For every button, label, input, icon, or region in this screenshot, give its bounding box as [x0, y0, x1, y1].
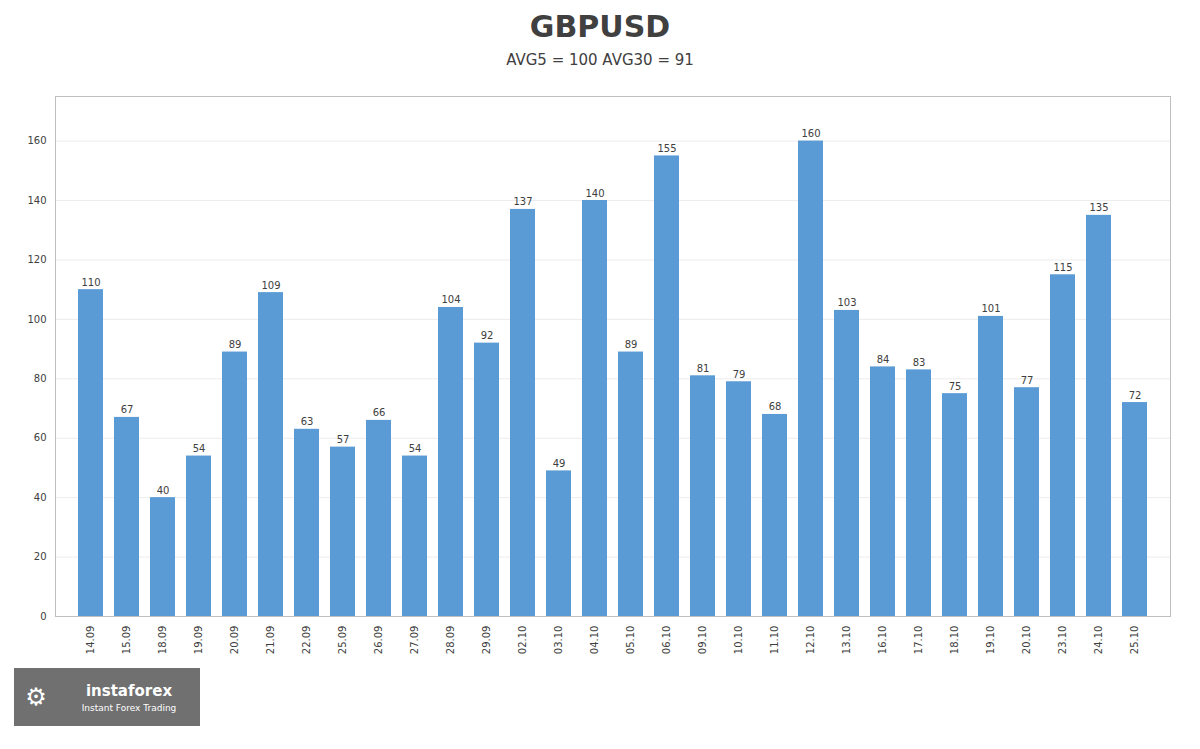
- html-text:Instant Forex Trading: Instant Forex Trading: [81, 702, 177, 713]
- svg-text:155: 155: [657, 143, 676, 154]
- svg-text:29.09: 29.09: [481, 626, 492, 655]
- svg-text:140: 140: [27, 195, 46, 206]
- html-text:AVG5 = 100 AVG30 = 91: AVG5 = 100 AVG30 = 91: [506, 51, 694, 69]
- svg-text:63: 63: [301, 416, 314, 427]
- svg-text:92: 92: [481, 330, 494, 341]
- svg-text:72: 72: [1129, 390, 1142, 401]
- svg-text:24.10: 24.10: [1093, 626, 1104, 655]
- svg-text:13.10: 13.10: [841, 626, 852, 655]
- svg-text:101: 101: [981, 303, 1000, 314]
- svg-text:79: 79: [733, 369, 746, 380]
- svg-text:110: 110: [81, 277, 100, 288]
- svg-text:25.09: 25.09: [337, 626, 348, 655]
- svg-text:81: 81: [697, 363, 710, 374]
- svg-text:140: 140: [585, 188, 604, 199]
- svg-text:19.10: 19.10: [985, 626, 996, 655]
- svg-text:160: 160: [801, 128, 820, 139]
- svg-text:89: 89: [625, 339, 638, 350]
- svg-text:68: 68: [769, 401, 782, 412]
- svg-text:66: 66: [373, 407, 386, 418]
- html-text:instaforex: instaforex: [85, 681, 173, 700]
- svg-text:137: 137: [513, 196, 532, 207]
- svg-text:18.10: 18.10: [949, 626, 960, 655]
- svg-text:67: 67: [121, 404, 134, 415]
- svg-text:12.10: 12.10: [805, 626, 816, 655]
- svg-text:49: 49: [553, 458, 566, 469]
- svg-text:26.09: 26.09: [373, 626, 384, 655]
- svg-text:15.09: 15.09: [121, 626, 132, 655]
- html-text:GBPUSD: GBPUSD: [529, 9, 671, 44]
- svg-text:28.09: 28.09: [445, 626, 456, 655]
- svg-text:115: 115: [1053, 262, 1072, 273]
- svg-text:57: 57: [337, 434, 350, 445]
- svg-text:06.10: 06.10: [661, 626, 672, 655]
- svg-text:103: 103: [837, 297, 856, 308]
- svg-text:11.10: 11.10: [769, 626, 780, 655]
- svg-text:04.10: 04.10: [589, 626, 600, 655]
- svg-text:54: 54: [193, 443, 206, 454]
- svg-text:100: 100: [27, 314, 46, 325]
- svg-text:20: 20: [34, 551, 47, 562]
- svg-text:17.10: 17.10: [913, 626, 924, 655]
- svg-text:09.10: 09.10: [697, 626, 708, 655]
- svg-text:120: 120: [27, 254, 46, 265]
- svg-text:18.09: 18.09: [157, 626, 168, 655]
- svg-text:40: 40: [34, 492, 47, 503]
- svg-text:22.09: 22.09: [301, 626, 312, 655]
- svg-text:109: 109: [261, 280, 280, 291]
- svg-text:89: 89: [229, 339, 242, 350]
- svg-text:75: 75: [949, 381, 962, 392]
- svg-text:83: 83: [913, 357, 926, 368]
- svg-text:21.09: 21.09: [265, 626, 276, 655]
- svg-text:14.09: 14.09: [85, 626, 96, 655]
- svg-text:0: 0: [40, 611, 46, 622]
- svg-text:02.10: 02.10: [517, 626, 528, 655]
- svg-text:54: 54: [409, 443, 422, 454]
- svg-text:27.09: 27.09: [409, 626, 420, 655]
- svg-text:25.10: 25.10: [1129, 626, 1140, 655]
- svg-text:104: 104: [441, 294, 460, 305]
- svg-text:23.10: 23.10: [1057, 626, 1068, 655]
- svg-text:135: 135: [1089, 202, 1108, 213]
- svg-text:20.09: 20.09: [229, 626, 240, 655]
- svg-text:20.10: 20.10: [1021, 626, 1032, 655]
- svg-text:77: 77: [1021, 375, 1034, 386]
- svg-text:16.10: 16.10: [877, 626, 888, 655]
- svg-text:160: 160: [27, 135, 46, 146]
- svg-text:10.10: 10.10: [733, 626, 744, 655]
- svg-text:40: 40: [157, 485, 170, 496]
- svg-text:84: 84: [877, 354, 890, 365]
- svg-text:19.09: 19.09: [193, 626, 204, 655]
- svg-text:60: 60: [34, 432, 47, 443]
- svg-text:80: 80: [34, 373, 47, 384]
- svg-text:05.10: 05.10: [625, 626, 636, 655]
- svg-text:03.10: 03.10: [553, 626, 564, 655]
